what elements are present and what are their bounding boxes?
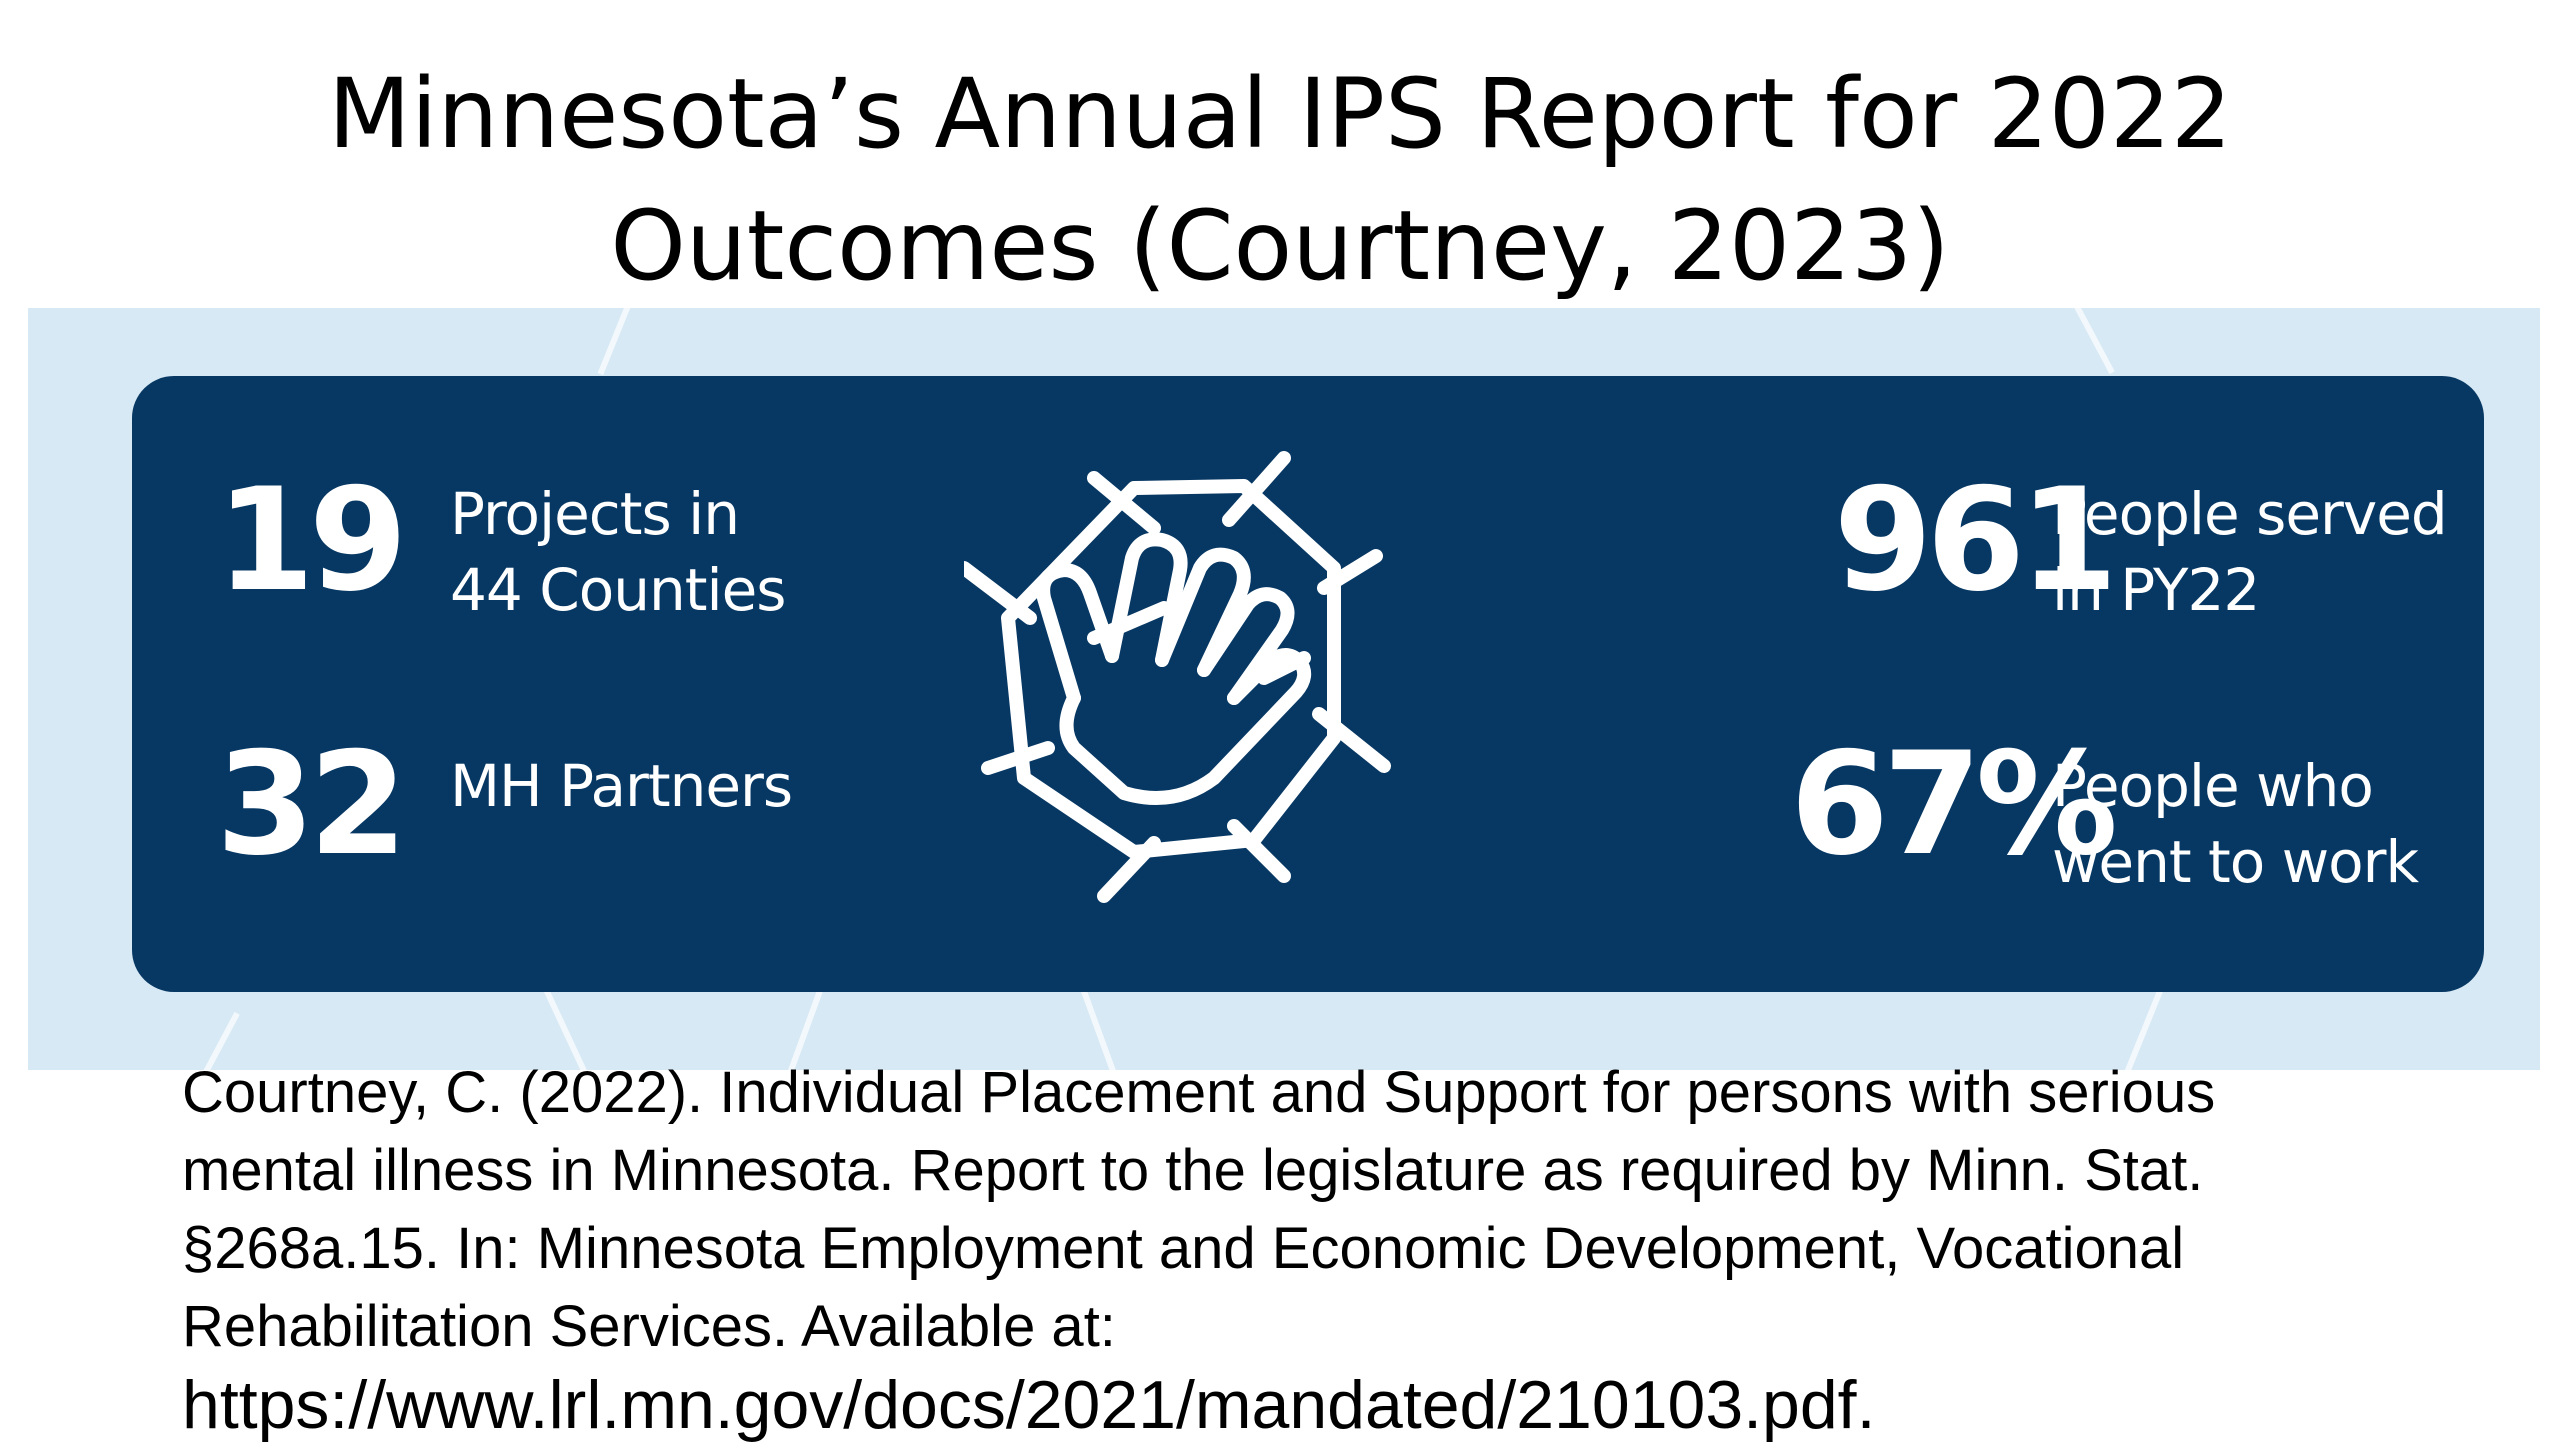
citation-line-3: §268a.15. In: Minnesota Employment and E… [182, 1216, 2185, 1281]
slide-title-line-1: Minnesota’s Annual IPS Report for 2022 [328, 58, 2232, 170]
stat-projects-label: Projects in 44 Counties [450, 476, 786, 628]
stat-people-served-value: 961 [1833, 458, 2118, 623]
stat-went-to-work-label: People who went to work [2052, 748, 2419, 900]
ips-infographic: 19 Projects in 44 Counties 32 MH Partner… [28, 308, 2540, 1070]
citation-line-2: mental illness in Minnesota. Report to t… [182, 1138, 2204, 1203]
stat-went-to-work-label-line-1: People who [2052, 752, 2374, 820]
background-decoration [2067, 308, 2115, 375]
stat-went-to-work-value: 67% [1790, 722, 2118, 887]
stat-projects-label-line-1: Projects in [450, 480, 740, 548]
stat-people-served-label: People served in PY22 [2052, 476, 2448, 628]
background-decoration [597, 308, 645, 376]
slide-title: Minnesota’s Annual IPS Report for 2022 O… [0, 48, 2560, 312]
stat-people-served-label-line-1: People served [2052, 480, 2448, 548]
stat-people-served-label-line-2: in PY22 [2052, 556, 2260, 624]
citation-line-1: Courtney, C. (2022). Individual Placemen… [182, 1060, 2216, 1125]
stats-panel: 19 Projects in 44 Counties 32 MH Partner… [132, 376, 2484, 992]
stat-projects-value: 19 [216, 458, 408, 623]
stat-mh-partners-value: 32 [216, 722, 408, 887]
stat-went-to-work-label-line-2: went to work [2052, 828, 2419, 896]
stat-mh-partners-label: MH Partners [450, 748, 793, 824]
citation-line-4: Rehabilitation Services. Available at: [182, 1294, 1116, 1359]
hands-stacked-teamwork-icon [964, 451, 1391, 903]
citation-url: https://www.lrl.mn.gov/docs/2021/mandate… [182, 1367, 1876, 1443]
slide-title-line-2: Outcomes (Courtney, 2023) [610, 190, 1950, 302]
stat-mh-partners-label-line-1: MH Partners [450, 752, 793, 820]
stat-projects-label-line-2: 44 Counties [450, 556, 786, 624]
citation-text: Courtney, C. (2022). Individual Placemen… [182, 1054, 2482, 1366]
